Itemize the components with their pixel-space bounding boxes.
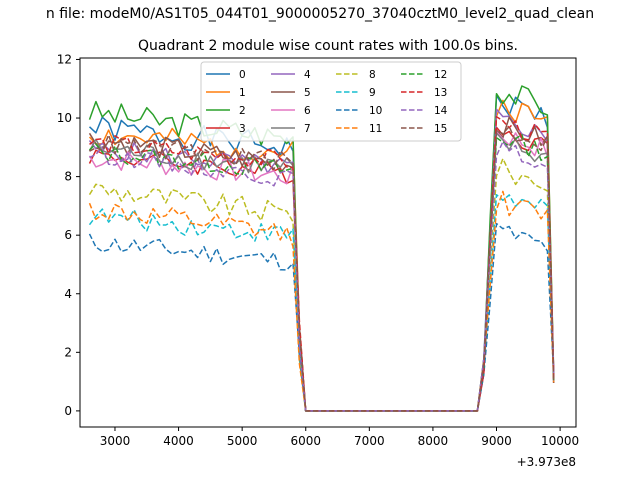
y-tick-label: 0 (64, 404, 72, 418)
x-axis-offset-label: +3.973e8 (517, 455, 576, 469)
legend-box (200, 61, 462, 142)
x-tick-label: 10000 (541, 434, 579, 448)
axes-frame (79, 57, 577, 428)
y-tick-label: 4 (64, 287, 72, 301)
legend-label-4: 4 (304, 69, 311, 81)
series-line-15 (89, 125, 555, 412)
x-tick-label: 3000 (100, 434, 131, 448)
legend-label-13: 13 (434, 87, 447, 99)
x-tick-label: 6000 (290, 434, 321, 448)
series-line-10 (88, 222, 555, 412)
legend-label-11: 11 (369, 123, 382, 135)
legend-label-0: 0 (239, 69, 246, 81)
series-line-9 (88, 193, 555, 412)
series-line-0 (88, 94, 555, 412)
window-title: n file: modeM0/AS1T05_044T01_9000005270_… (46, 6, 594, 22)
x-tick-label: 5000 (227, 434, 258, 448)
x-tick-label: 9000 (481, 434, 512, 448)
series-line-13 (89, 115, 555, 412)
series-line-6 (88, 130, 555, 412)
series-line-11 (88, 190, 555, 412)
x-tick-label: 8000 (418, 434, 449, 448)
y-tick-label: 8 (64, 170, 72, 184)
y-tick-label: 12 (57, 52, 72, 66)
x-tick-label: 4000 (163, 434, 194, 448)
y-tick-label: 2 (64, 345, 72, 359)
legend-label-12: 12 (434, 69, 447, 81)
y-axis-ticks: 0 2 4 6 8 10 12 (57, 52, 80, 418)
series-line-8 (88, 157, 555, 412)
chart-title: Quadrant 2 module wise count rates with … (138, 38, 518, 54)
legend-label-6: 6 (304, 105, 311, 117)
series-line-14 (89, 140, 555, 412)
legend-label-9: 9 (369, 87, 376, 99)
x-axis-ticks: 3000 4000 5000 6000 7000 8000 9000 10000 (100, 427, 579, 448)
legend-label-1: 1 (239, 87, 246, 99)
legend-label-3: 3 (239, 123, 246, 135)
legend-label-10: 10 (369, 105, 382, 117)
legend-label-15: 15 (434, 123, 447, 135)
legend-label-8: 8 (369, 69, 376, 81)
x-tick-label: 7000 (354, 434, 385, 448)
series-line-7 (88, 132, 555, 412)
legend-label-14: 14 (434, 105, 448, 117)
legend-label-2: 2 (239, 105, 246, 117)
legend-label-5: 5 (304, 87, 311, 99)
y-tick-label: 10 (57, 111, 72, 125)
legend-label-7: 7 (304, 123, 311, 135)
plot-lines (88, 85, 555, 412)
y-tick-label: 6 (64, 228, 72, 242)
